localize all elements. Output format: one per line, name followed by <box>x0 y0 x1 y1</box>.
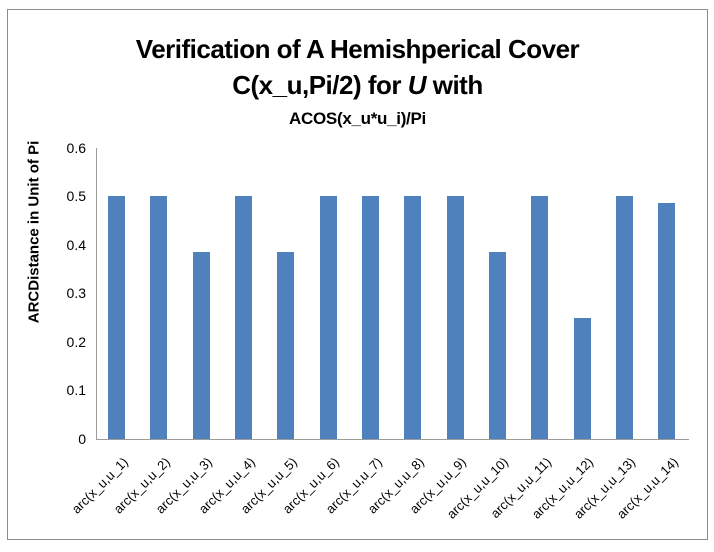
y-tick-label: 0.1 <box>66 382 86 399</box>
bar <box>277 251 295 439</box>
bar <box>150 196 168 439</box>
chart-title-line-1: Verification of A Hemishperical Cover <box>135 34 580 64</box>
bar <box>404 196 422 439</box>
y-tick-label: 0.3 <box>66 285 86 302</box>
bar <box>658 203 676 439</box>
x-axis-line <box>95 439 689 440</box>
chart-title-line-2: C(x_u,Pi/2) for U with <box>8 70 707 101</box>
y-tick-label: 0.5 <box>66 188 86 205</box>
chart-title-line-3: ACOS(x_u*u_i)/Pi <box>289 109 426 128</box>
chart-title-line-2-pre: C(x_u,Pi/2) for <box>232 70 408 100</box>
bar <box>616 196 634 439</box>
bar <box>489 251 507 439</box>
bar <box>319 196 337 439</box>
y-tick-label: 0 <box>78 431 86 447</box>
bar <box>531 196 549 439</box>
y-tick-label: 0.4 <box>66 236 86 253</box>
y-tick-label: 0.6 <box>66 139 86 156</box>
bar <box>192 251 210 439</box>
bar <box>446 196 464 439</box>
y-tick-label: 0.2 <box>66 333 86 350</box>
y-axis-line <box>95 147 97 439</box>
bar <box>108 196 126 439</box>
bar <box>362 196 380 439</box>
bar <box>573 317 591 439</box>
bar <box>235 196 253 439</box>
chart-title-line-2-italic-u: U <box>407 70 427 100</box>
chart-title-line-2-post: with <box>426 70 483 100</box>
